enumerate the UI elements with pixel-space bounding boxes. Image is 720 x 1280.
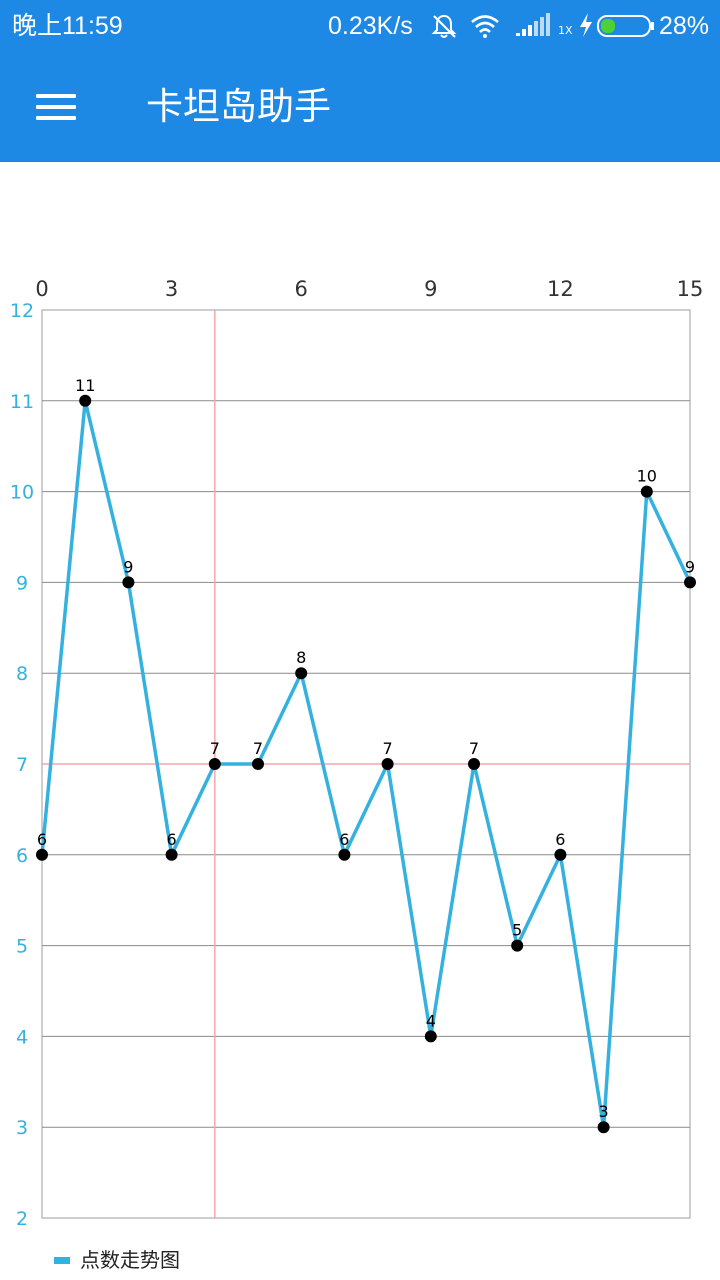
data-point [79,394,92,407]
data-label: 6 [555,830,565,849]
data-point [511,939,524,952]
data-point [381,758,394,770]
data-label: 3 [599,1102,609,1121]
data-label: 9 [123,557,133,576]
data-label: 9 [685,557,695,576]
data-point [338,848,351,861]
signal-icon [516,13,550,36]
y-tick-label: 9 [16,572,28,594]
y-tick-label: 7 [16,754,28,776]
data-label: 6 [339,830,349,849]
legend-label: 点数走势图 [80,1248,180,1272]
y-tick-label: 10 [10,482,34,504]
status-time: 晚上11:59 [12,12,123,40]
data-point [122,576,135,589]
wifi-icon [471,15,499,38]
data-point [165,848,178,861]
x-tick-label: 12 [547,277,574,301]
bell-muted-icon [431,14,457,38]
data-point [554,848,567,861]
status-network-speed: 0.23K/s [328,12,413,40]
data-label: 7 [383,739,393,758]
data-point [208,758,221,770]
app-bar: 卡坦岛助手 [0,52,720,162]
data-point [640,485,653,498]
data-point [424,1030,437,1043]
data-point [684,576,696,589]
data-point [468,758,480,770]
battery-level [601,19,615,33]
x-tick-label: 15 [677,277,704,301]
data-label: 4 [426,1011,436,1030]
y-tick-label: 8 [16,663,28,685]
x-tick-label: 3 [165,277,178,301]
legend-swatch [54,1257,70,1264]
data-label: 7 [469,739,479,758]
data-point [252,758,264,770]
data-point [295,667,308,680]
data-label: 6 [37,830,47,849]
data-label: 7 [210,739,220,758]
y-tick-label: 4 [16,1026,28,1048]
y-tick-label: 3 [16,1117,28,1139]
y-tick-label: 11 [10,391,34,413]
signal-network-type: 1X [558,24,573,37]
y-tick-label: 5 [16,936,28,958]
charging-icon [580,13,592,37]
data-point [36,848,48,861]
series-line [40,400,692,1128]
data-label: 11 [75,376,95,395]
page-title: 卡坦岛助手 [146,85,331,128]
y-tick-label: 12 [10,300,34,322]
status-bar: 晚上11:59 0.23K/s 1X 28% [0,0,720,52]
data-label: 7 [253,739,263,758]
data-label: 5 [512,921,522,940]
battery-icon [597,15,654,37]
y-tick-label: 6 [16,845,28,867]
x-tick-label: 0 [35,277,48,301]
x-tick-label: 6 [295,277,308,301]
data-point [597,1121,610,1134]
data-label: 6 [167,830,177,849]
data-label: 10 [637,467,657,486]
x-tick-label: 9 [424,277,437,301]
hamburger-menu-icon[interactable] [22,76,90,138]
status-battery-percent: 28% [659,12,710,40]
y-tick-label: 2 [16,1208,28,1230]
data-label: 8 [296,648,306,667]
